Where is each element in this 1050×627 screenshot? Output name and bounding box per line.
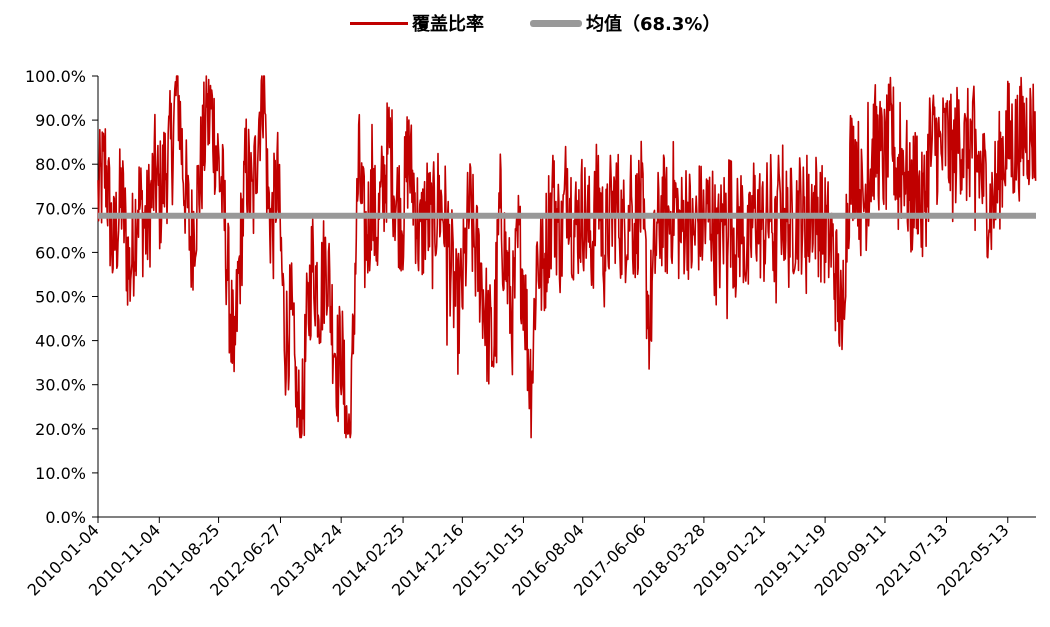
legend-swatch-mean: [530, 19, 582, 27]
y-tick-label: 30.0%: [35, 376, 86, 395]
series-coverage-line: [97, 75, 1037, 439]
y-tick-label: 90.0%: [35, 111, 86, 130]
y-tick-label: 20.0%: [35, 420, 86, 439]
series-layer: [97, 75, 1037, 439]
y-tick-label: 10.0%: [35, 464, 86, 483]
y-tick-label: 100.0%: [25, 67, 86, 86]
legend-label-coverage: 覆盖比率: [412, 14, 484, 35]
y-axis: 0.0% 10.0% 20.0% 30.0% 40.0% 50.0% 60.0% 70.0% 8…: [25, 67, 99, 527]
y-tick-label: 70.0%: [35, 199, 86, 218]
legend-item-coverage: 覆盖比率: [350, 8, 484, 38]
legend-swatch-coverage: [350, 21, 408, 25]
x-axis: 2010-01-042010-11-042011-08-252012-06-27…: [24, 516, 1036, 600]
y-tick-label: 40.0%: [35, 332, 86, 351]
y-tick-label: 0.0%: [45, 508, 86, 527]
chart-legend: 覆盖比率 均值（68.3%）: [0, 8, 1050, 38]
y-tick-label: 60.0%: [35, 243, 86, 262]
y-tick-label: 80.0%: [35, 155, 86, 174]
legend-label-mean: 均值（68.3%）: [586, 14, 721, 35]
y-tick-label: 50.0%: [35, 288, 86, 307]
legend-item-mean: 均值（68.3%）: [530, 8, 720, 38]
